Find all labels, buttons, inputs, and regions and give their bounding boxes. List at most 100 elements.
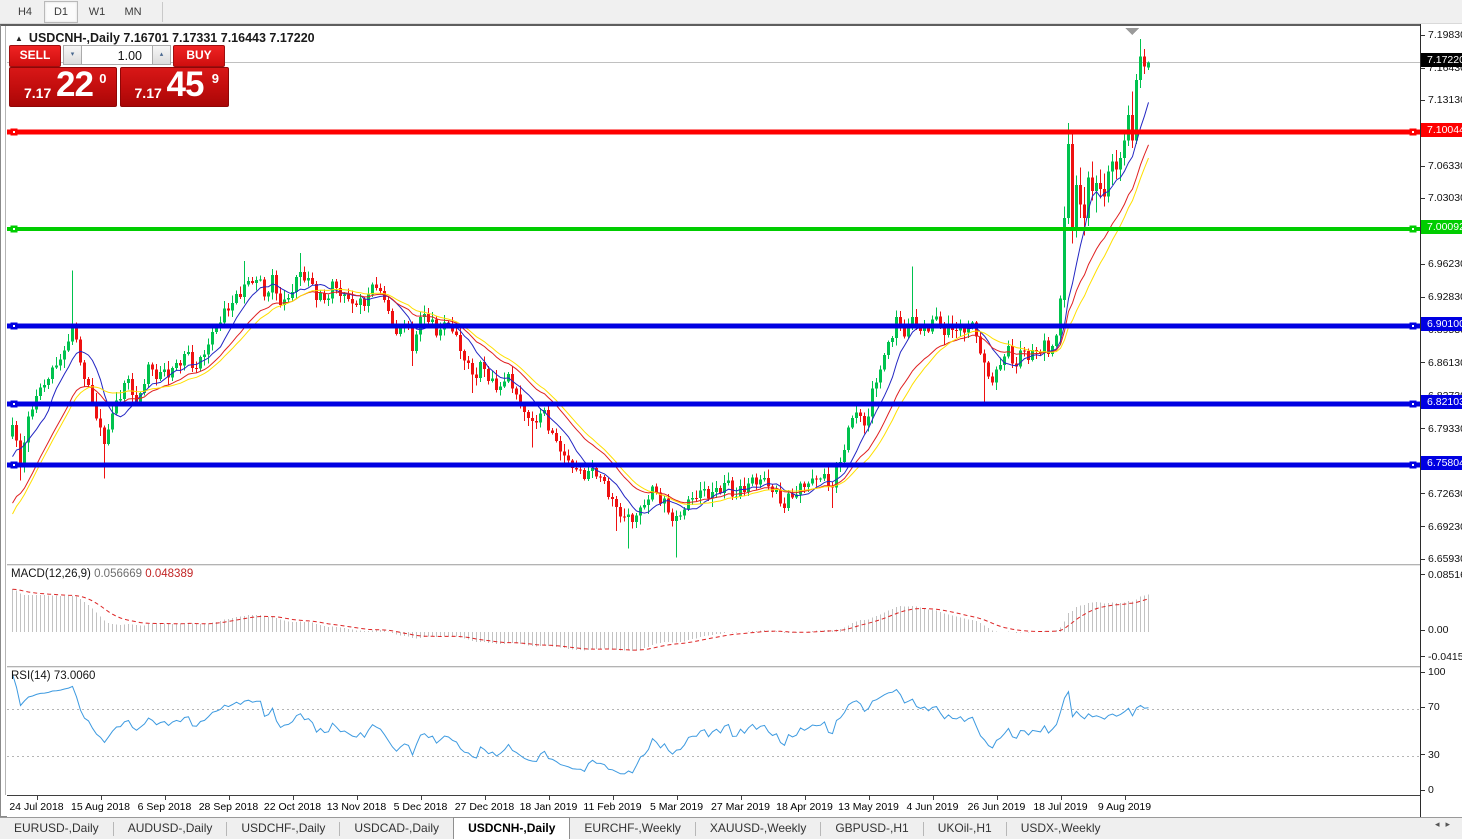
date-tick-mark — [996, 796, 998, 800]
date-tick-mark — [1060, 796, 1062, 800]
axis-tick-mark — [1421, 526, 1425, 527]
volume-increase-button[interactable]: ▴ — [152, 45, 171, 65]
axis-tick-mark — [1421, 630, 1425, 631]
rsi-chart[interactable] — [7, 668, 1421, 795]
chart-shift-marker[interactable] — [1125, 28, 1139, 35]
macd-tick: 0.00 — [1428, 624, 1449, 636]
timeframe-button-d1[interactable]: D1 — [44, 0, 78, 23]
date-tick-mark — [1124, 796, 1126, 800]
date-label: 13 Nov 2018 — [326, 801, 387, 813]
rsi-value: 73.0060 — [53, 670, 96, 682]
date-tick-mark — [548, 796, 550, 800]
macd-main-value: 0.056669 — [94, 568, 143, 580]
axis-tick-mark — [1421, 790, 1425, 791]
quote-bar: ▲ USDCNH-,Daily 7.16701 7.17331 7.16443 … — [15, 30, 315, 46]
price-axis[interactable]: 7.198307.164307.131307.097307.063307.030… — [1420, 24, 1462, 817]
macd-chart[interactable] — [7, 566, 1421, 666]
date-label: 18 Jul 2019 — [1033, 801, 1088, 813]
tab-usdx-weekly[interactable]: USDX-,Weekly — [1020, 821, 1101, 835]
price-tick: 6.69230 — [1428, 520, 1462, 533]
price-tick: 7.19830 — [1428, 29, 1462, 41]
quote-low: 7.16443 — [220, 31, 266, 45]
tab-eurchf-weekly[interactable]: EURCHF-,Weekly — [584, 821, 681, 835]
tab-usdcnh-daily[interactable]: USDCNH-,Daily — [453, 817, 571, 839]
date-label: 5 Dec 2018 — [393, 801, 448, 813]
date-tick-mark — [356, 796, 358, 800]
price-tick: 6.79330 — [1428, 422, 1462, 435]
tab-separator — [820, 822, 822, 836]
tab-usdcad-daily[interactable]: USDCAD-,Daily — [354, 821, 440, 835]
date-label: 27 Dec 2018 — [454, 801, 515, 813]
date-tick-mark — [740, 796, 742, 800]
price-badge-6.90100: 6.90100 — [1421, 317, 1462, 332]
price-chart[interactable] — [7, 28, 1421, 564]
timeframe-button-mn[interactable]: MN — [124, 5, 142, 18]
axis-tick-mark — [1421, 68, 1425, 69]
tab-eurusd-daily[interactable]: EURUSD-,Daily — [14, 821, 99, 835]
axis-tick-mark — [1421, 559, 1425, 560]
pane-divider[interactable] — [7, 564, 1421, 566]
macd-signal-line — [12, 588, 1149, 651]
date-tick-mark — [164, 796, 166, 800]
rsi-label: RSI(14) 73.0060 — [11, 670, 96, 682]
quote-close: 7.17220 — [269, 31, 315, 45]
one-click-trading-panel: SELL ▾ 1.00 ▴ BUY 7.17 22 0 7.17 45 9 — [9, 45, 229, 107]
tab-xauusd-weekly[interactable]: XAUUSD-,Weekly — [709, 821, 807, 835]
symbol-name: USDCNH-,Daily — [28, 31, 120, 45]
volume-decrease-button[interactable]: ▾ — [63, 45, 82, 65]
date-tick-mark — [676, 796, 678, 800]
date-label: 18 Jan 2019 — [519, 801, 578, 813]
buy-button[interactable]: BUY — [173, 45, 225, 67]
toolbar-separator — [162, 1, 163, 22]
volume-input[interactable]: 1.00 — [82, 45, 152, 65]
tab-separator — [226, 822, 228, 836]
tab-audusd-daily[interactable]: AUDUSD-,Daily — [127, 821, 213, 835]
axis-tick-mark — [1421, 672, 1425, 673]
axis-tick-mark — [1421, 198, 1425, 199]
tab-gbpusd-h1[interactable]: GBPUSD-,H1 — [835, 821, 909, 835]
date-label: 24 Jul 2018 — [9, 801, 64, 813]
pane-divider[interactable] — [7, 666, 1421, 668]
axis-tick-mark — [1421, 574, 1425, 575]
date-label: 5 Mar 2019 — [649, 801, 704, 813]
tab-separator — [1005, 822, 1007, 836]
axis-tick-mark — [1421, 264, 1425, 265]
buy-price-tile[interactable]: 7.17 45 9 — [119, 65, 229, 107]
timeframe-button-w1[interactable]: W1 — [88, 5, 106, 18]
price-tick: 7.06330 — [1428, 160, 1462, 173]
sell-price-tile[interactable]: 7.17 22 0 — [9, 65, 117, 107]
tab-scroll-arrows[interactable]: ◂▸ — [1435, 819, 1456, 830]
axis-tick-mark — [1421, 100, 1425, 101]
tab-scroll-left-icon[interactable]: ◂ — [1434, 819, 1446, 829]
date-axis[interactable]: 24 Jul 2018 15 Aug 2018 6 Sep 2018 28 Sep 2… — [7, 795, 1421, 820]
price-badge-7.00092: 7.00092 — [1421, 219, 1462, 234]
price-badge-7.17220: 7.17220 — [1421, 53, 1462, 68]
axis-tick-mark — [1421, 362, 1425, 363]
axis-tick-mark — [1421, 754, 1425, 755]
tab-ukoil-h1[interactable]: UKOil-,H1 — [937, 821, 992, 835]
axis-tick-mark — [1421, 35, 1425, 36]
buy-price-big: 45 — [166, 65, 205, 104]
timeframe-button-h4[interactable]: H4 — [17, 5, 33, 18]
pane-left-edge — [5, 26, 6, 795]
date-tick-mark — [612, 796, 614, 800]
tab-separator — [694, 822, 696, 836]
rsi-tick: 100 — [1428, 666, 1446, 678]
sell-button[interactable]: SELL — [9, 45, 61, 67]
date-tick-mark — [228, 796, 230, 800]
price-tick: 6.86130 — [1428, 356, 1462, 369]
price-tick: 7.13130 — [1428, 94, 1462, 107]
date-label: 11 Feb 2019 — [583, 801, 642, 813]
price-tick: 6.96230 — [1428, 258, 1462, 271]
collapse-icon[interactable]: ▲ — [15, 33, 23, 43]
date-label: 26 Jun 2019 — [967, 801, 1026, 813]
tab-usdchf-daily[interactable]: USDCHF-,Daily — [241, 821, 326, 835]
tab-scroll-right-icon[interactable]: ▸ — [1445, 819, 1456, 829]
date-tick-mark — [932, 796, 934, 800]
tab-separator — [339, 822, 341, 836]
sell-price-big: 22 — [56, 65, 94, 104]
rsi-tick: 0 — [1428, 784, 1434, 796]
axis-tick-mark — [1421, 166, 1425, 167]
quote-high: 7.17331 — [172, 31, 218, 45]
axis-tick-mark — [1421, 656, 1425, 657]
